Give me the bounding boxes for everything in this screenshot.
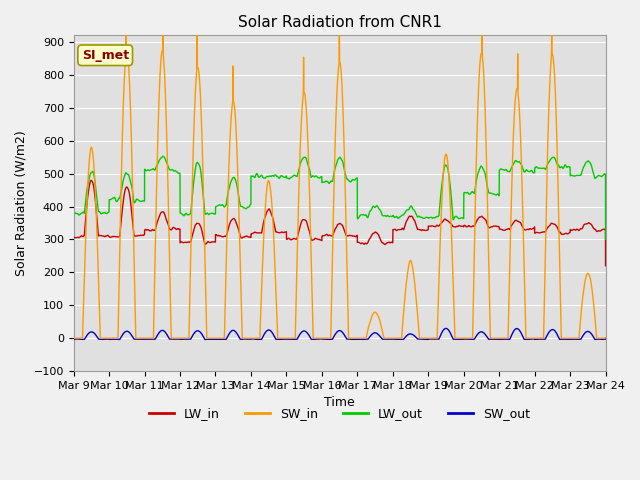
SW_out	[474, 331, 481, 337]
LW_in	[251, 229, 259, 235]
SW_in	[573, 336, 580, 341]
SW_out	[602, 336, 609, 341]
LW_out	[474, 172, 481, 178]
LW_out	[602, 237, 609, 242]
LW_in	[87, 178, 95, 183]
LW_in	[322, 232, 330, 238]
Line: LW_out: LW_out	[74, 156, 605, 240]
LW_in	[70, 234, 77, 240]
Y-axis label: Solar Radiation (W/m2): Solar Radiation (W/m2)	[15, 131, 28, 276]
SW_out	[70, 336, 77, 342]
SW_in	[474, 114, 481, 120]
SW_out	[573, 336, 580, 342]
LW_out	[573, 172, 580, 178]
SW_in	[122, 33, 130, 38]
LW_in	[459, 224, 467, 229]
SW_in	[70, 336, 77, 341]
Title: Solar Radiation from CNR1: Solar Radiation from CNR1	[237, 15, 442, 30]
SW_in	[602, 336, 609, 341]
LW_out	[322, 179, 330, 184]
LW_out	[579, 165, 587, 170]
SW_out	[201, 336, 209, 342]
SW_out	[251, 336, 259, 342]
X-axis label: Time: Time	[324, 396, 355, 409]
Line: SW_out: SW_out	[74, 328, 605, 339]
SW_in	[251, 336, 259, 341]
LW_in	[602, 263, 609, 269]
LW_in	[573, 227, 580, 232]
SW_out	[459, 336, 467, 342]
SW_in	[459, 336, 467, 341]
LW_out	[251, 175, 259, 180]
SW_in	[579, 290, 587, 296]
LW_in	[474, 217, 481, 223]
LW_out	[70, 211, 77, 216]
SW_out	[322, 336, 330, 342]
SW_out	[442, 325, 450, 331]
Text: SI_met: SI_met	[82, 49, 129, 62]
Line: SW_in: SW_in	[74, 36, 605, 338]
Line: LW_in: LW_in	[74, 180, 605, 266]
LW_in	[579, 223, 587, 229]
SW_in	[322, 336, 330, 341]
SW_out	[579, 332, 587, 338]
LW_out	[159, 154, 167, 159]
LW_out	[459, 215, 467, 221]
Legend: LW_in, SW_in, LW_out, SW_out: LW_in, SW_in, LW_out, SW_out	[144, 402, 535, 425]
